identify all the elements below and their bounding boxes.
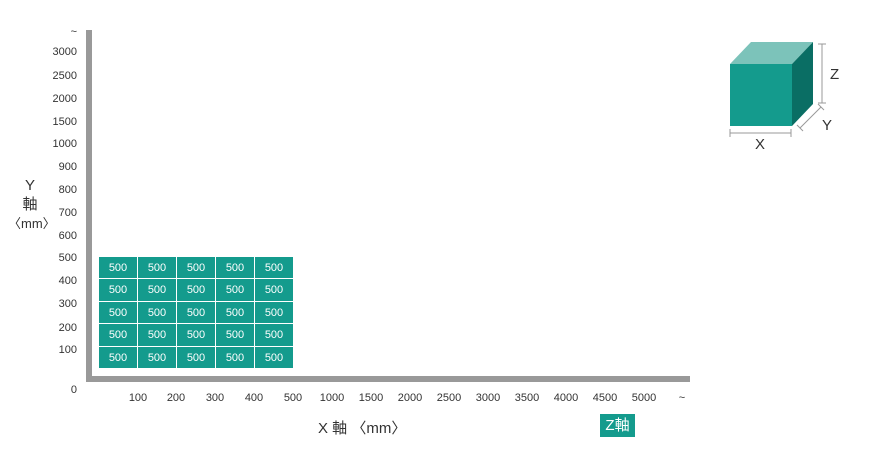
y-tick-900: 900 [58,161,77,173]
x-tick-1500: 1500 [358,392,384,404]
x-tick-100: 100 [128,392,148,404]
grid-cell[interactable]: 500 [138,257,177,280]
cube-x-label: X [755,136,766,153]
grid-cell[interactable]: 500 [255,346,294,369]
y-tick-300: 300 [58,298,77,310]
x-tick-2500: 2500 [436,392,462,404]
y-axis-title-unit: 〈mm〉 [8,216,56,231]
y-tick-3000: 3000 [52,46,77,58]
y-tick-400: 400 [58,275,77,287]
grid-cell[interactable]: 500 [177,279,216,302]
x-tick-300: 300 [205,392,225,404]
x-axis-title: X 軸 〈mm〉 [318,420,407,437]
y-tick-700: 700 [58,207,77,219]
grid-cell[interactable]: 500 [216,279,255,302]
grid-cell[interactable]: 500 [255,279,294,302]
grid-cell[interactable]: 500 [177,324,216,347]
y-axis-title: Y 軸 〈mm〉 [8,176,56,233]
cube-z-label: Z [830,66,840,83]
grid-cell[interactable]: 500 [255,257,294,280]
x-tick-3500: 3500 [514,392,540,404]
grid-cell[interactable]: 500 [99,324,138,347]
grid-cell[interactable]: 500 [216,257,255,280]
grid-cell[interactable]: 500 [99,257,138,280]
y-tick-200: 200 [58,322,77,334]
grid-cell[interactable]: 500 [99,279,138,302]
x-tick-5000: 5000 [631,392,657,404]
y-tick-600: 600 [58,230,77,242]
y-tick-2000: 2000 [52,93,77,105]
y-tick-1500: 1500 [52,116,77,128]
x-tick-500: 500 [283,392,303,404]
grid-cell[interactable]: 500 [99,301,138,325]
cube-icon [729,42,826,137]
x-tick-3000: 3000 [475,392,501,404]
cube-y-label: Y [822,117,833,134]
x-tick-2000: 2000 [397,392,423,404]
y-axis-title-kanji: 軸 [22,196,38,213]
x-tick-1000: 1000 [319,392,345,404]
x-tick-4500: 4500 [592,392,618,404]
y-tick-0: 0 [70,384,77,396]
grid-cell[interactable]: 500 [216,301,255,325]
grid-cell[interactable]: 500 [99,346,138,369]
y-tick-500: 500 [58,252,77,264]
grid-cell[interactable]: 500 [177,346,216,369]
grid-cell[interactable]: 500 [216,346,255,369]
x-tick-400: 400 [244,392,264,404]
x-tick-tilde: ~ [678,392,686,404]
y-tick-1000: 1000 [52,138,77,150]
z-axis-button[interactable]: Z軸 [600,414,635,437]
grid-cell[interactable]: 500 [138,301,177,325]
grid-cell[interactable]: 500 [216,324,255,347]
y-tick-tilde: ~ [70,26,77,38]
grid-cell[interactable]: 500 [255,301,294,325]
grid-cell[interactable]: 500 [177,301,216,325]
size-grid: 500 500 500 500 500 500 500 500 500 500 … [99,257,294,369]
grid-cell[interactable]: 500 [255,324,294,347]
y-tick-100: 100 [58,344,77,356]
y-axis-title-letter: Y [24,177,35,194]
x-axis-line [86,376,690,382]
y-tick-2500: 2500 [52,70,77,82]
grid-cell[interactable]: 500 [138,324,177,347]
x-tick-200: 200 [166,392,186,404]
grid-cell[interactable]: 500 [177,257,216,280]
y-axis-line [86,30,92,382]
grid-cell[interactable]: 500 [138,346,177,369]
x-tick-4000: 4000 [553,392,579,404]
y-tick-800: 800 [58,184,77,196]
cube-legend: Z Y X [725,38,850,158]
grid-cell[interactable]: 500 [138,279,177,302]
